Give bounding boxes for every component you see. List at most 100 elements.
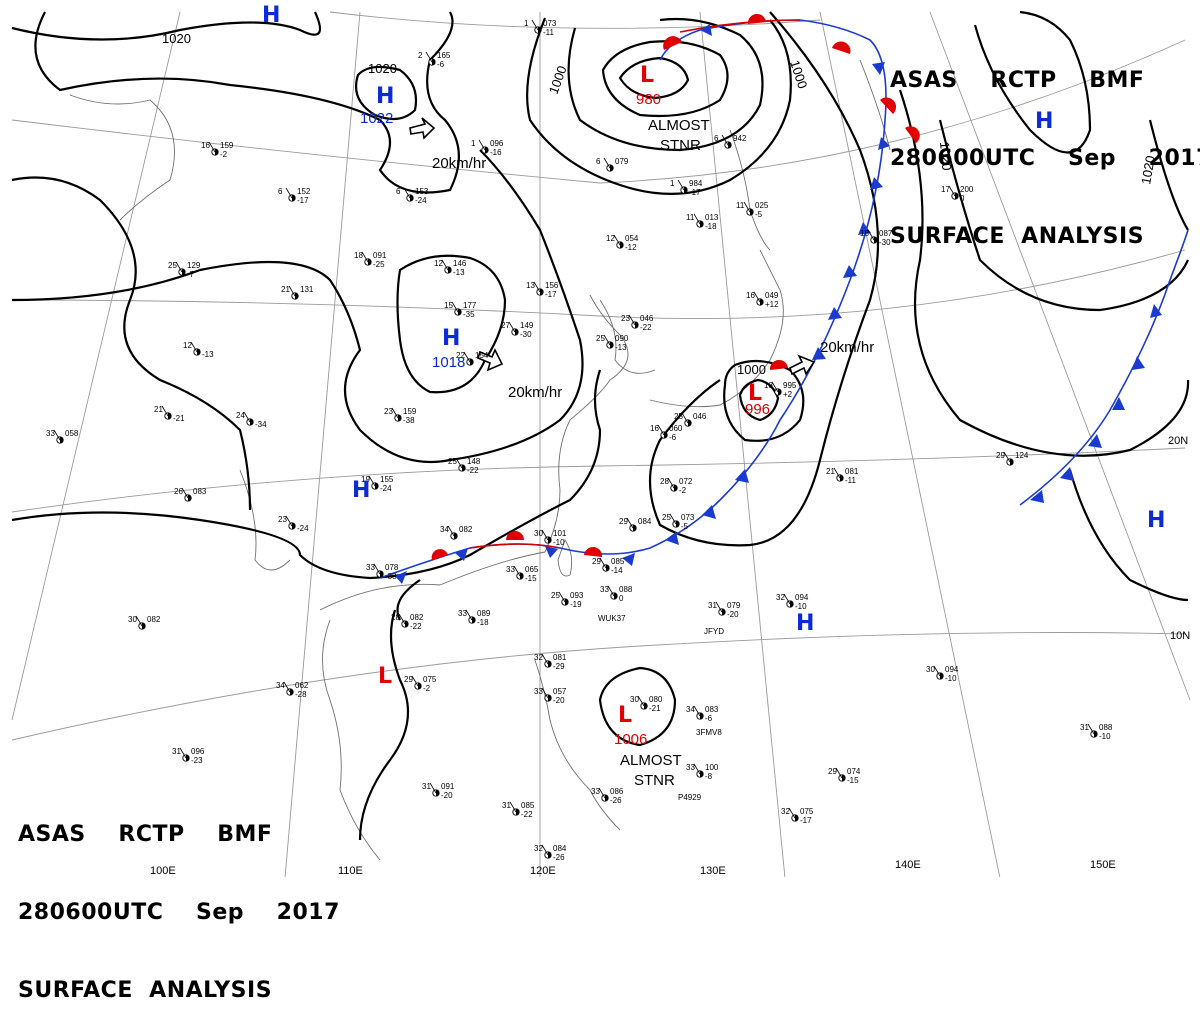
station-plot: 31 091-20 bbox=[422, 782, 455, 800]
station-cloud-fill bbox=[142, 622, 146, 630]
station-plot: 12 054-12 bbox=[606, 234, 639, 252]
station-pressure: 942 bbox=[733, 134, 747, 143]
station-plot: 33 057-20 bbox=[534, 687, 567, 705]
wind-barb bbox=[285, 187, 293, 199]
station-plot: 12 146-13 bbox=[434, 259, 467, 277]
station-plot: 31 085-22 bbox=[502, 801, 535, 819]
station-temp: 30 bbox=[128, 615, 137, 624]
station-cloud-fill bbox=[472, 616, 476, 624]
station-temp: 23 bbox=[278, 515, 287, 524]
station-temp: 21 bbox=[826, 467, 835, 476]
station-pressure: 082 bbox=[459, 525, 473, 534]
motion-arrow-china bbox=[477, 348, 504, 372]
wind-barb bbox=[455, 457, 463, 469]
station-plot: 27 149-30 bbox=[501, 321, 534, 339]
wind-barb bbox=[626, 517, 634, 529]
station-pressure: 054 bbox=[625, 234, 639, 243]
station-plot: 34 082 bbox=[440, 525, 473, 540]
wind-barb bbox=[681, 412, 689, 424]
isobar-top-left bbox=[11, 11, 322, 41]
station-plot: 23 159-38 bbox=[384, 407, 417, 425]
isobar-labels: 1020 1020 1000 1000 1000 1020 1020 bbox=[162, 31, 1158, 377]
wind-barb bbox=[867, 229, 875, 241]
station-cloud-fill bbox=[516, 808, 520, 816]
station-tendency: -21 bbox=[649, 704, 661, 713]
station-pressure: 078 bbox=[385, 563, 399, 572]
station-cloud-fill bbox=[605, 794, 609, 802]
station-temp: 29 bbox=[592, 557, 601, 566]
wind-barb bbox=[783, 593, 791, 605]
station-tendency: -22 bbox=[467, 466, 479, 475]
low-symbol: L bbox=[618, 703, 632, 728]
wind-barb bbox=[283, 681, 291, 693]
pip bbox=[506, 531, 524, 540]
coast-indochina bbox=[322, 619, 381, 861]
wind-barb bbox=[603, 334, 611, 346]
station-tendency: -24 bbox=[415, 196, 427, 205]
station-plot: 13 156-17 bbox=[526, 281, 559, 299]
station-tendency: -29 bbox=[553, 662, 565, 671]
station-plot: 33 058 bbox=[46, 429, 79, 444]
station-tendency: -28 bbox=[295, 690, 307, 699]
station-pressure: 072 bbox=[679, 477, 693, 486]
station-tendency: -34 bbox=[255, 420, 267, 429]
station-cloud-fill bbox=[795, 814, 799, 822]
coast-sakhalin bbox=[729, 129, 771, 251]
station-cloud-fill bbox=[548, 851, 552, 859]
parallel-20n bbox=[11, 447, 1186, 513]
station-temp: 33 bbox=[686, 763, 695, 772]
station-tendency: -17 bbox=[545, 290, 557, 299]
station-plot: 33 078-38 bbox=[366, 563, 399, 581]
station-tendency: -13 bbox=[202, 350, 214, 359]
station-cloud-fill bbox=[295, 292, 299, 300]
isobar-label: 1020 bbox=[1138, 154, 1158, 185]
pip bbox=[700, 24, 712, 36]
station-temp: 30 bbox=[926, 665, 935, 674]
wind-barb bbox=[669, 513, 677, 525]
wind-barb bbox=[533, 281, 541, 293]
station-tendency: -10 bbox=[945, 674, 957, 683]
station-cloud-fill bbox=[188, 494, 192, 502]
station-cloud-fill bbox=[633, 524, 637, 532]
station-tendency: -11 bbox=[543, 28, 555, 37]
station-plot: 6 942 bbox=[714, 134, 747, 149]
station-tendency: -24 bbox=[297, 524, 309, 533]
station-temp: 32 bbox=[776, 593, 785, 602]
isobar-japan-low-outer bbox=[723, 359, 805, 442]
station-tendency: -15 bbox=[847, 776, 859, 785]
header-bottom-line1: ASAS RCTP BMF bbox=[18, 822, 273, 847]
station-cloud-fill bbox=[290, 688, 294, 696]
station-pressure: 096 bbox=[191, 747, 205, 756]
isobar-label: 1000 bbox=[546, 64, 570, 96]
isobar-east-high-ring bbox=[973, 10, 1092, 154]
station-tendency: -22 bbox=[640, 323, 652, 332]
station-pressure: 065 bbox=[525, 565, 539, 574]
station-plot: 16 049+12 bbox=[746, 291, 779, 309]
station-tendency: -13 bbox=[453, 268, 465, 277]
station-cloud-fill bbox=[700, 220, 704, 228]
station-pressure: 088 bbox=[619, 585, 633, 594]
station-cloud-fill bbox=[840, 474, 844, 482]
wind-barb bbox=[693, 213, 701, 225]
station-cloud-fill bbox=[470, 358, 474, 366]
station-temp: 27 bbox=[501, 321, 510, 330]
pip bbox=[1150, 304, 1162, 318]
station-temp: 11 bbox=[736, 201, 745, 210]
high-symbol: H bbox=[1035, 109, 1053, 134]
station-pressure: 084 bbox=[553, 844, 567, 853]
isobar-south-china bbox=[11, 369, 602, 580]
station-plot: 23 046-22 bbox=[621, 314, 654, 332]
wind-barb bbox=[161, 405, 169, 417]
wind-barb bbox=[599, 557, 607, 569]
pip bbox=[832, 41, 851, 54]
low-symbol: L bbox=[748, 381, 762, 406]
ship-id: WUK37 bbox=[598, 614, 626, 623]
station-tendency: -6 bbox=[437, 60, 445, 69]
station-pressure: 129 bbox=[187, 261, 201, 270]
wind-barb bbox=[441, 259, 449, 271]
station-tendency: -13 bbox=[615, 343, 627, 352]
high-symbol: H bbox=[376, 84, 394, 109]
isobar-east-pacific-2 bbox=[898, 89, 1190, 457]
